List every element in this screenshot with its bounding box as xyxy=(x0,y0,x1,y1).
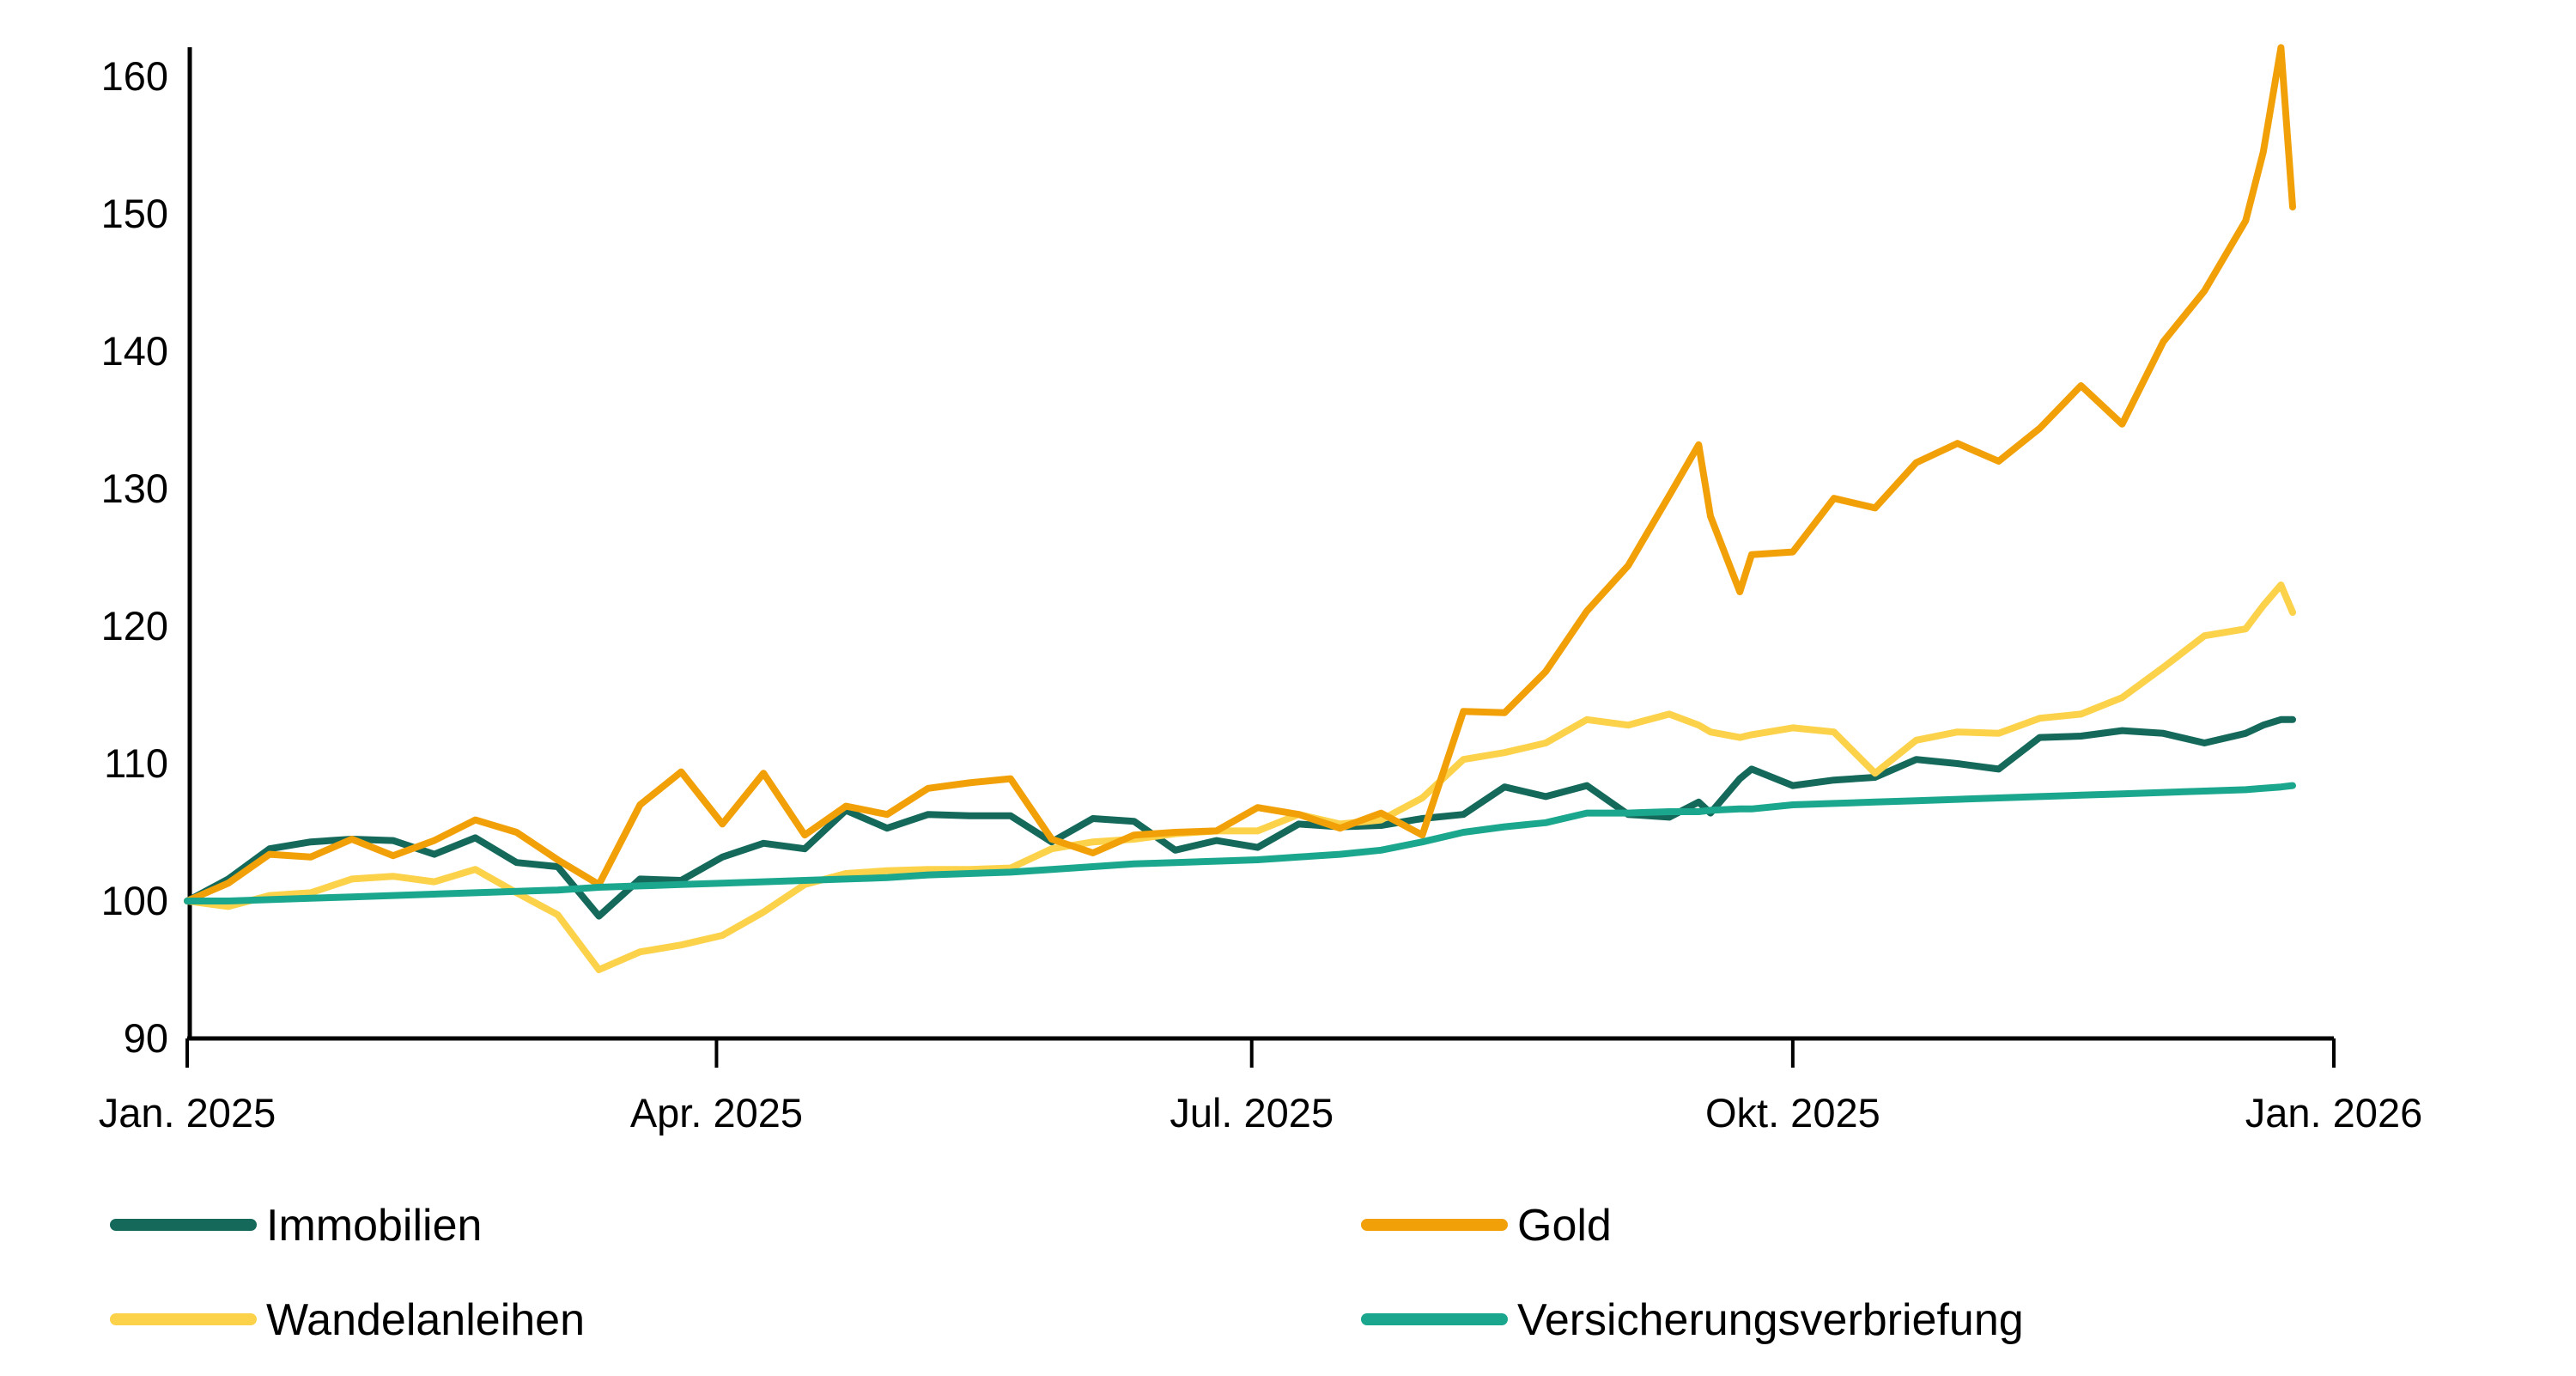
series-line-immobilien xyxy=(184,715,2296,920)
axes: 90 100 110 120 130 140 150 160 Jan. 2025 Apr. 202… xyxy=(99,47,2422,1136)
x-tick-label-4: Jan. 2026 xyxy=(2245,1090,2422,1136)
legend-label-versicherungsverbriefung: Versicherungsverbriefung xyxy=(1517,1295,2024,1345)
y-tick-label-160: 160 xyxy=(101,53,168,99)
x-tick-label-1: Apr. 2025 xyxy=(630,1090,803,1136)
legend-label-gold: Gold xyxy=(1517,1201,1612,1251)
y-tick-label-150: 150 xyxy=(101,191,168,236)
x-tick-label-3: Okt. 2025 xyxy=(1705,1090,1880,1136)
series-line-versicherungsverbriefung xyxy=(184,782,2296,904)
series-line-gold xyxy=(184,44,2296,904)
y-tick-label-90: 90 xyxy=(124,1015,168,1061)
legend: Immobilien Gold Wandelanleihen Versicher… xyxy=(110,1201,2024,1345)
series-line-wandelanleihen xyxy=(184,581,2296,973)
y-tick-label-140: 140 xyxy=(101,328,168,374)
y-tick-label-100: 100 xyxy=(101,878,168,923)
y-tick-label-130: 130 xyxy=(101,466,168,511)
series-lines xyxy=(184,44,2296,973)
y-tick-label-110: 110 xyxy=(104,740,168,786)
x-tick-label-2: Jul. 2025 xyxy=(1170,1090,1334,1136)
legend-label-wandelanleihen: Wandelanleihen xyxy=(266,1295,585,1345)
x-tick-label-0: Jan. 2025 xyxy=(99,1090,276,1136)
y-tick-label-120: 120 xyxy=(101,603,168,648)
legend-label-immobilien: Immobilien xyxy=(266,1201,482,1251)
